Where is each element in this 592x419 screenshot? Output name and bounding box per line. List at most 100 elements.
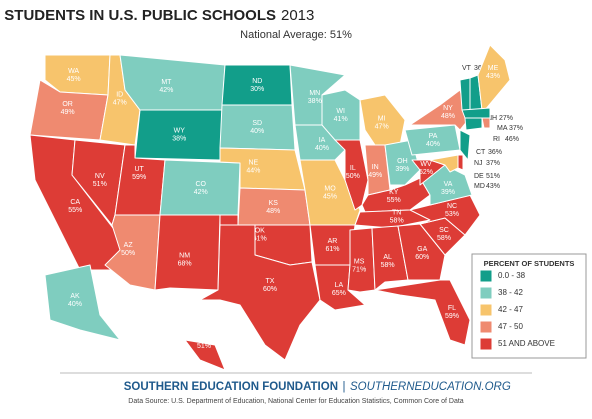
state-value-label: 52% [419, 169, 433, 176]
state-abbr: SC [439, 227, 449, 234]
state [184, 339, 226, 371]
state [374, 279, 471, 346]
state-abbr: NM [179, 252, 190, 259]
state-value-label: 50% [121, 250, 135, 257]
state-abbr: VT [462, 65, 472, 72]
state-value-label: 47% [375, 123, 389, 130]
state-value-label: 39% [395, 166, 409, 173]
state-value-label: 51% [486, 173, 500, 180]
state-abbr: AR [328, 238, 338, 245]
state-abbr: ME [488, 65, 499, 72]
state-abbr: DE [474, 173, 484, 180]
state-value-label: 58% [437, 235, 451, 242]
state-value-label: 46% [505, 136, 519, 143]
state-value-label: 59% [132, 174, 146, 181]
state-value-label: 58% [381, 262, 395, 269]
state-abbr: MI [378, 115, 386, 122]
state [397, 223, 446, 281]
state-abbr: WV [420, 161, 432, 168]
state-abbr: CA [70, 199, 80, 206]
state-value-label: 50% [346, 173, 360, 180]
legend-swatch [479, 286, 493, 300]
subtitle: National Average: 51% [240, 29, 352, 41]
state [457, 154, 464, 171]
state-value-label: 55% [68, 207, 82, 214]
state-abbr: MD [474, 183, 485, 190]
state-value-label: 40% [426, 141, 440, 148]
state [459, 129, 471, 161]
state-abbr: KY [389, 189, 399, 196]
state [429, 154, 459, 173]
state-value-label: 59% [445, 313, 459, 320]
state-value-label: 71% [352, 267, 366, 274]
state-abbr: MS [354, 259, 365, 266]
legend-label: 47 - 50 [498, 322, 523, 331]
state-value-label: 61% [325, 246, 339, 253]
state-value-label: 40% [315, 145, 329, 152]
state-value-label: 65% [332, 290, 346, 297]
state [411, 159, 446, 186]
state-abbr: FL [448, 305, 456, 312]
state [119, 54, 226, 111]
legend-swatch [479, 303, 493, 317]
state-abbr: KS [269, 200, 279, 207]
title: PERCENT OF LOW INCOME STUDENTS IN U.S. P… [0, 7, 276, 24]
state-abbr: MN [309, 90, 320, 97]
legend-label: 42 - 47 [498, 305, 523, 314]
legend-swatch [479, 320, 493, 334]
footer-sep: | [343, 381, 346, 393]
state [199, 224, 321, 361]
footer-org: SOUTHERN EDUCATION FOUNDATION [124, 381, 338, 393]
state-value-label: 49% [61, 109, 75, 116]
state-value-label: 48% [441, 113, 455, 120]
states: WA45%OR49%CA55%NV51%ID47%MT42%WY38%UT59%… [29, 44, 523, 371]
state-abbr: OK [255, 228, 265, 235]
state-abbr: PA [429, 133, 438, 140]
state-abbr: MA [497, 125, 508, 132]
state-abbr: SD [252, 120, 262, 127]
state-abbr: IN [372, 164, 379, 171]
state-value-label: 42% [159, 87, 173, 94]
state-abbr: AZ [124, 242, 134, 249]
state-abbr: RI [493, 136, 500, 143]
state-value-label: 27% [499, 115, 513, 122]
state [461, 107, 491, 119]
state-value-label: 60% [415, 254, 429, 261]
state-abbr: LA [335, 282, 344, 289]
state [459, 77, 471, 111]
state-value-label: 39% [441, 189, 455, 196]
state-value-label: 53% [445, 211, 459, 218]
state-abbr: WI [336, 108, 345, 115]
state-abbr: MT [161, 79, 172, 86]
state-value-label: 60% [263, 286, 277, 293]
state-value-label: 43% [486, 183, 500, 190]
state-value-label: 41% [334, 116, 348, 123]
state-value-label: 58% [390, 218, 404, 225]
state-value-label: 49% [368, 172, 382, 179]
state-abbr: GA [417, 246, 427, 253]
title-year: 2013 [281, 7, 314, 24]
footer-website: SOUTHERNEDUCATION.ORG [350, 381, 511, 393]
state-abbr: CT [476, 149, 486, 156]
state-value-label: 51% [197, 343, 211, 350]
legend-swatch [479, 269, 493, 283]
state [154, 214, 221, 291]
state-value-label: 44% [246, 168, 260, 175]
state-abbr: WA [68, 68, 79, 75]
state-value-label: 36% [488, 149, 502, 156]
legend-label: 0.0 - 38 [498, 271, 526, 280]
state-abbr: TN [392, 210, 401, 217]
state-abbr: UT [134, 166, 144, 173]
state-value-label: 51% [93, 181, 107, 188]
state-abbr: IL [350, 165, 356, 172]
state-abbr: ND [252, 78, 262, 85]
state-abbr: AL [383, 254, 392, 261]
state-value-label: 38% [172, 135, 186, 142]
state-abbr: IA [319, 137, 326, 144]
state-abbr: CO [196, 181, 207, 188]
state-abbr: NH [487, 115, 497, 122]
state-value-label: 43% [486, 73, 500, 80]
legend-label: 38 - 42 [498, 288, 523, 297]
state [409, 194, 481, 236]
